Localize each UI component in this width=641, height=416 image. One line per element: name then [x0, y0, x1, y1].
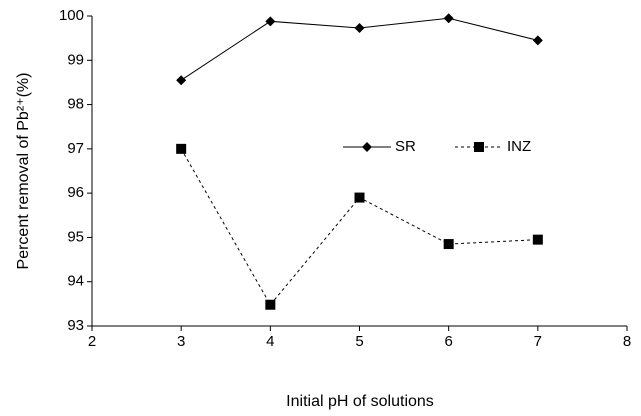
x-axis-title: Initial pH of solutions	[286, 393, 434, 410]
x-tick-label: 3	[177, 333, 185, 350]
marker	[443, 239, 454, 250]
marker	[443, 13, 454, 24]
y-tick-label: 93	[67, 317, 84, 334]
marker	[176, 143, 187, 154]
x-tick-label: 4	[266, 333, 274, 350]
y-tick-label: 95	[67, 228, 84, 245]
x-tick-label: 5	[355, 333, 363, 350]
y-axis-title: Percent removal of Pb²⁺(%)	[15, 73, 32, 270]
legend-marker	[362, 142, 372, 152]
marker	[354, 192, 365, 203]
marker	[532, 234, 543, 245]
marker	[265, 16, 276, 27]
x-tick-label: 6	[444, 333, 452, 350]
y-tick-label: 100	[59, 7, 84, 24]
series-line	[180, 148, 538, 306]
x-tick-label: 7	[534, 333, 542, 350]
legend-marker	[474, 142, 484, 152]
x-tick-label: 8	[623, 333, 631, 350]
marker	[265, 299, 276, 310]
marker	[354, 22, 365, 33]
legend-label: SR	[395, 138, 416, 155]
marker	[532, 35, 543, 46]
x-tick-label: 2	[88, 333, 96, 350]
marker	[176, 75, 187, 86]
y-tick-label: 94	[67, 273, 84, 290]
y-tick-label: 99	[67, 51, 84, 68]
y-tick-label: 96	[67, 184, 84, 201]
y-tick-label: 97	[67, 140, 84, 157]
y-tick-label: 98	[67, 96, 84, 113]
legend-label: INZ	[507, 138, 531, 155]
